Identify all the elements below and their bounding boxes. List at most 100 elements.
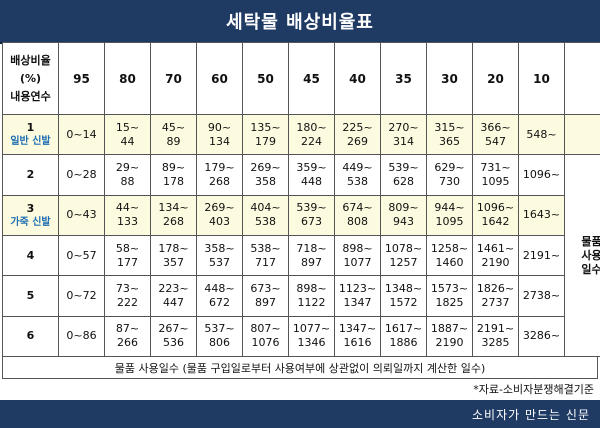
rate-header: 30 [426, 42, 473, 115]
table-cell: 134~ 268 [150, 194, 197, 236]
side-label-line: 일수 [581, 262, 600, 276]
table-cell: 537~ 806 [196, 315, 243, 358]
brand-text: 소비자가 만드는 신문 [472, 407, 590, 422]
table-cell: 178~ 357 [150, 234, 197, 277]
table-cell: 1573~ 1825 [426, 275, 473, 317]
rate-header: 60 [196, 42, 243, 115]
table-cell: 718~ 897 [288, 234, 335, 277]
table-cell: 404~ 538 [242, 194, 289, 236]
table-cell: 90~ 134 [196, 113, 243, 156]
table-row: 4 0~57 58~ 177 178~ 357 358~ 537 538~ 717 718~… [2, 234, 600, 277]
table-cell: 1258~ 1460 [426, 234, 473, 277]
row-header: 6 [2, 315, 59, 358]
table-row: 2 0~28 29~ 88 89~ 178 179~ 268 269~ 358 359~ 4… [2, 154, 600, 357]
table-cell: 269~ 358 [242, 154, 289, 196]
table-cell: 89~ 178 [150, 154, 197, 196]
table-cell: 1826~ 2737 [472, 275, 519, 317]
table-cell: 15~ 44 [104, 113, 151, 156]
header-corner: 배상비율 (%) 내용연수 [2, 42, 59, 115]
table-cell: 1096~ [518, 154, 565, 196]
table-cell: 673~ 897 [242, 275, 289, 317]
table-cell: 0~43 [58, 194, 105, 236]
table-cell: 2191~ [518, 234, 565, 277]
table-cell: 538~ 717 [242, 234, 289, 277]
table-cell: 359~ 448 [288, 154, 335, 196]
row-header: 4 [2, 234, 59, 277]
table-cell: 2738~ [518, 275, 565, 317]
row-number: 5 [26, 288, 35, 302]
table-cell: 0~57 [58, 234, 105, 277]
table-cell: 731~ 1095 [472, 154, 519, 196]
rate-header: 50 [242, 42, 289, 115]
rate-header: 95 [58, 42, 105, 115]
table-cell: 944~ 1095 [426, 194, 473, 236]
row-number: 3 [26, 201, 35, 215]
title-bar: 세탁물 배상비율표 [0, 0, 600, 44]
table-cell: 548~ [518, 113, 565, 156]
header-row: 배상비율 (%) 내용연수 95 80 70 60 50 45 40 35 30… [2, 42, 600, 115]
table-row: 3 가죽 신발 0~43 44~ 133 134~ 268 269~ 403 404~ 53… [2, 194, 600, 236]
table-cell: 45~ 89 [150, 113, 197, 156]
table-cell: 0~72 [58, 275, 105, 317]
table-cell: 539~ 628 [380, 154, 427, 196]
table-cell: 0~28 [58, 154, 105, 196]
table-cell: 1123~ 1347 [334, 275, 381, 317]
table-cell: 270~ 314 [380, 113, 427, 156]
table-cell: 898~ 1122 [288, 275, 335, 317]
row-header: 5 [2, 275, 59, 317]
table-cell: 0~86 [58, 315, 105, 358]
table-cell: 29~ 88 [104, 154, 151, 196]
table-cell: 807~ 1076 [242, 315, 289, 358]
table-cell: 223~ 447 [150, 275, 197, 317]
corner-line: (%) [19, 71, 42, 85]
rate-header: 20 [472, 42, 519, 115]
table-cell: 1347~ 1616 [334, 315, 381, 358]
table-cell: 448~ 672 [196, 275, 243, 317]
rate-header: 10 [518, 42, 565, 115]
table-cell: 3286~ [518, 315, 565, 358]
table-cell: 1096~ 1642 [472, 194, 519, 236]
rate-header: 35 [380, 42, 427, 115]
source-note: *자료-소비자분쟁해결기준 [473, 383, 594, 396]
table-cell: 629~ 730 [426, 154, 473, 196]
table-row: 6 0~86 87~ 266 267~ 536 537~ 806 807~ 1076 107… [2, 315, 600, 358]
table-cell: 1348~ 1572 [380, 275, 427, 317]
header-blank [564, 42, 600, 115]
side-label-line: 사용 [581, 248, 600, 262]
rate-header: 80 [104, 42, 151, 115]
row-number: 2 [26, 167, 35, 181]
side-label-line: 물품 [581, 234, 600, 248]
row-category: 일반 신발 [10, 136, 51, 148]
table-cell: 1077~ 1346 [288, 315, 335, 358]
row-category: 가죽 신발 [10, 216, 51, 228]
table-cell: 809~ 943 [380, 194, 427, 236]
table-cell: 180~ 224 [288, 113, 335, 156]
row-header: 3 가죽 신발 [2, 194, 59, 236]
table-cell: 1461~ 2190 [472, 234, 519, 277]
table-cell: 87~ 266 [104, 315, 151, 358]
table-cell: 1617~ 1886 [380, 315, 427, 358]
rate-header: 70 [150, 42, 197, 115]
page-title: 세탁물 배상비율표 [226, 12, 374, 33]
table-cell: 2191~ 3285 [472, 315, 519, 358]
table-cell: 44~ 133 [104, 194, 151, 236]
table-cell: 225~ 269 [334, 113, 381, 156]
table-cell: 1078~ 1257 [380, 234, 427, 277]
row-header: 2 [2, 154, 59, 196]
compensation-rate-table: 배상비율 (%) 내용연수 95 80 70 60 50 45 40 35 30… [2, 42, 600, 358]
side-blank [564, 113, 600, 156]
table-cell: 0~14 [58, 113, 105, 156]
table-cell: 674~ 808 [334, 194, 381, 236]
footnote-text: 물품 사용일수 (물품 구입일로부터 사용여부에 상관없이 의뢰일까지 계산한 … [114, 361, 486, 375]
table-cell: 1887~ 2190 [426, 315, 473, 358]
footnote: 물품 사용일수 (물품 구입일로부터 사용여부에 상관없이 의뢰일까지 계산한 … [2, 357, 598, 379]
table-row: 5 0~72 73~ 222 223~ 447 448~ 672 673~ 897 898~… [2, 275, 600, 317]
table-cell: 898~ 1077 [334, 234, 381, 277]
table-cell: 539~ 673 [288, 194, 335, 236]
table-cell: 1643~ [518, 194, 565, 236]
corner-line: 배상비율 [10, 53, 51, 67]
table-cell: 267~ 536 [150, 315, 197, 358]
table-cell: 58~ 177 [104, 234, 151, 277]
table-cell: 358~ 537 [196, 234, 243, 277]
bottom-bar: 소비자가 만드는 신문 [0, 400, 600, 428]
